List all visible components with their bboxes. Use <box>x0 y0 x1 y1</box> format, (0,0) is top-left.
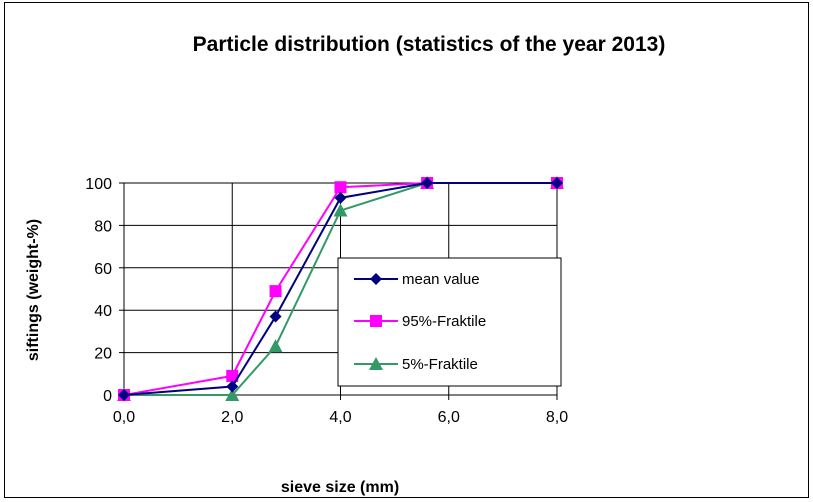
data-point-3 <box>225 388 240 401</box>
data-point-3 <box>268 339 283 353</box>
y-tick-label: 60 <box>94 261 112 278</box>
data-point-2 <box>334 181 347 194</box>
legend-marker-1 <box>370 273 382 285</box>
legend-marker-3 <box>369 357 383 370</box>
y-tick-label: 20 <box>94 346 112 363</box>
y-axis-label: siftings (weight-%) <box>25 219 42 361</box>
x-tick-label: 0,0 <box>113 409 135 426</box>
x-tick-label: 4,0 <box>329 409 351 426</box>
data-point-3 <box>333 203 348 217</box>
x-tick-label: 8,0 <box>546 409 568 426</box>
chart-title: Particle distribution (statistics of the… <box>193 33 666 56</box>
legend-label-2: 95%-Fraktile <box>402 313 486 330</box>
chart-frame <box>4 2 809 498</box>
y-tick-label: 100 <box>85 176 112 193</box>
data-point-1 <box>334 191 347 204</box>
data-point-1 <box>551 177 563 189</box>
y-tick-label: 80 <box>94 218 112 235</box>
data-point-1 <box>421 177 434 189</box>
legend-label-3: 5%-Fraktile <box>402 356 478 373</box>
data-point-1 <box>269 310 282 323</box>
data-point-2 <box>226 369 239 382</box>
data-point-1 <box>118 389 130 401</box>
data-point-2 <box>269 285 282 298</box>
data-point-1 <box>226 380 239 393</box>
legend: mean value 95%-Fraktile 5%-Fraktile <box>337 257 562 387</box>
series-line-1 <box>123 182 557 396</box>
y-tick-label: 40 <box>94 303 112 320</box>
legend-label-1: mean value <box>402 271 480 288</box>
x-axis-label: sieve size (mm) <box>281 479 399 496</box>
y-tick-label: 0 <box>103 388 112 405</box>
legend-marker-2 <box>370 315 382 327</box>
x-tick-label: 2,0 <box>221 409 243 426</box>
x-tick-label: 6,0 <box>438 409 460 426</box>
